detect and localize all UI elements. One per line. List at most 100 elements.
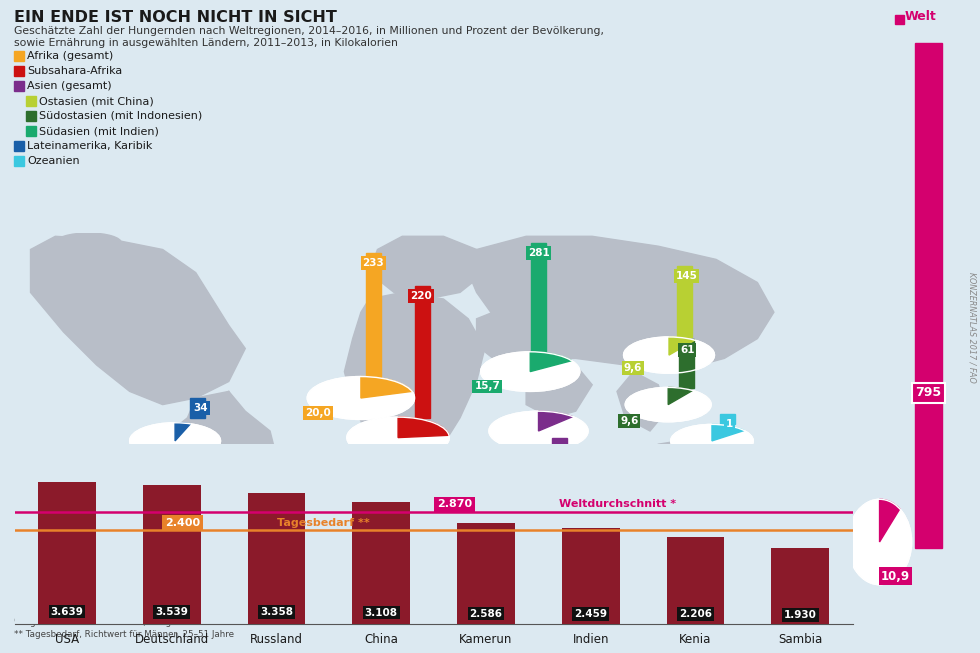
Bar [895,15,904,24]
Bar [666,537,724,624]
Polygon shape [30,236,245,405]
Polygon shape [468,236,774,372]
Bar [190,398,205,418]
Bar [677,266,692,337]
Ellipse shape [55,233,122,253]
Text: Südostasien (mit Indonesien): Südostasien (mit Indonesien) [39,111,202,121]
Text: 5,5: 5,5 [132,456,151,466]
Bar [720,415,735,424]
Text: 3.108: 3.108 [365,607,398,618]
Text: 12,1: 12,1 [488,469,514,479]
Polygon shape [344,293,485,464]
Text: 2.400: 2.400 [165,518,200,528]
Text: 220: 220 [411,291,432,300]
Text: 795: 795 [915,387,942,400]
Wedge shape [361,377,412,398]
Text: Lateinamerika, Karibik: Lateinamerika, Karibik [27,141,152,151]
Text: Ostasien (mit China): Ostasien (mit China) [39,96,154,106]
Text: 281: 281 [527,247,550,258]
Polygon shape [526,358,592,418]
Bar [26,111,36,121]
Text: 14,2: 14,2 [660,456,685,466]
Circle shape [307,377,415,419]
Bar [562,528,619,624]
Text: 2.586: 2.586 [469,609,503,618]
Text: 512: 512 [548,462,569,472]
Bar [679,339,694,388]
Text: 15,7: 15,7 [474,381,500,391]
Text: Asien (gesamt): Asien (gesamt) [27,81,112,91]
Circle shape [623,337,714,374]
Text: 1: 1 [726,419,733,430]
Text: 3.539: 3.539 [156,607,188,616]
Text: Weltdurchschnitt *: Weltdurchschnitt * [560,500,676,509]
Bar [14,156,24,166]
Text: Afrika (gesamt): Afrika (gesamt) [27,51,114,61]
Circle shape [347,417,449,458]
Text: * täglicher Kalorienverbrauch, mit global durchschnittlich 800 kcal Verlusten in: * täglicher Kalorienverbrauch, mit globa… [14,618,459,627]
Text: 2.206: 2.206 [679,609,712,619]
Bar [531,243,546,352]
Text: sowie Ernährung in ausgewählten Ländern, 2011–2013, in Kilokalorien: sowie Ernährung in ausgewählten Ländern,… [14,38,398,48]
Polygon shape [146,391,278,537]
Text: 145: 145 [675,271,698,281]
Text: 10,9: 10,9 [881,569,910,582]
Bar [14,81,24,91]
Polygon shape [187,391,237,424]
Bar [14,141,24,151]
Wedge shape [669,337,695,355]
Bar [915,43,942,548]
Circle shape [625,387,711,422]
Text: Subsahara-Afrika: Subsahara-Afrika [27,66,122,76]
Wedge shape [668,387,693,405]
Text: 2.459: 2.459 [574,609,608,619]
Text: 9,6: 9,6 [623,363,642,374]
Text: 20,0: 20,0 [305,408,331,418]
Text: Ozeanien: Ozeanien [27,156,79,166]
Bar [38,481,96,624]
Text: Südasien (mit Indien): Südasien (mit Indien) [39,126,159,136]
Bar [416,286,430,418]
Polygon shape [369,236,485,299]
Bar [143,485,201,624]
Bar [14,66,24,76]
Bar [26,126,36,136]
Text: EIN ENDE IST NOCH NICHT IN SICHT: EIN ENDE IST NOCH NICHT IN SICHT [14,10,337,25]
Text: 23,2: 23,2 [336,449,362,459]
Wedge shape [880,500,900,542]
Circle shape [480,352,580,391]
Text: 233: 233 [363,258,384,268]
Polygon shape [633,438,758,507]
Polygon shape [476,306,543,358]
Text: 3.358: 3.358 [260,607,293,617]
Bar [552,438,566,646]
Bar [366,253,381,377]
Text: Tagesbedarf **: Tagesbedarf ** [276,518,369,528]
Wedge shape [530,352,571,372]
Circle shape [848,500,911,584]
Text: Welt: Welt [905,10,937,23]
Text: 9,6: 9,6 [620,416,639,426]
Bar [26,96,36,106]
Text: Geschätzte Zahl der Hungernden nach Weltregionen, 2014–2016, in Millionen und Pr: Geschätzte Zahl der Hungernden nach Welt… [14,26,604,36]
Bar [458,522,514,624]
Circle shape [489,411,588,451]
Bar [771,549,829,624]
Bar [14,51,24,61]
Text: ** Tagesbedarf, Richtwert für Männer, 25–51 Jahre: ** Tagesbedarf, Richtwert für Männer, 25… [14,630,234,639]
Text: 1.930: 1.930 [784,610,816,620]
Text: 2.870: 2.870 [437,500,472,509]
Wedge shape [175,422,190,441]
Text: 34: 34 [193,403,208,413]
Bar [353,502,410,624]
Wedge shape [538,411,572,431]
Circle shape [129,422,220,459]
Bar [248,492,306,624]
Text: KONZERNATLAS 2017 / FAO: KONZERNATLAS 2017 / FAO [967,272,976,383]
Wedge shape [711,424,744,441]
Text: 61: 61 [680,345,695,355]
Text: 3.639: 3.639 [51,607,83,616]
Polygon shape [617,372,666,431]
Circle shape [670,424,754,457]
Wedge shape [398,417,449,438]
